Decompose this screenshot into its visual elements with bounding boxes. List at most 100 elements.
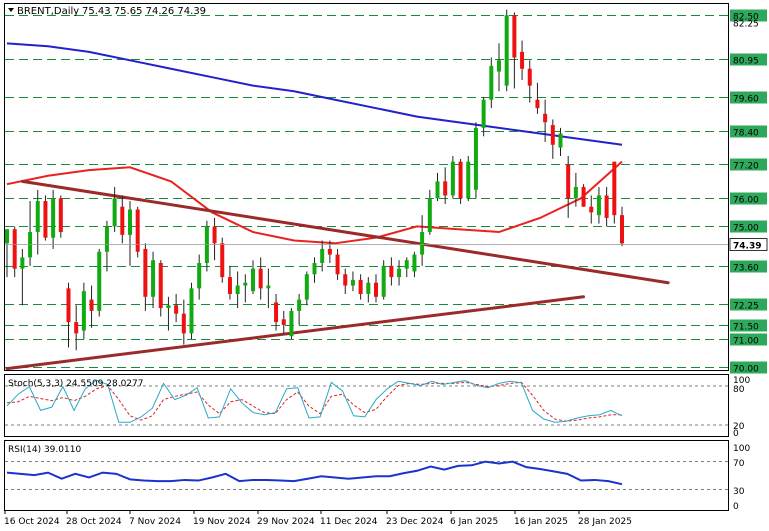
price-axis: 82.50 80.95 79.60 78.40 77.20 76.00 75.00 73.60… bbox=[729, 9, 768, 375]
stoch-label: Stoch(5,3,3) 24.5509 28.0277 bbox=[8, 379, 143, 389]
stoch-panel-frame bbox=[4, 374, 729, 437]
candle-body bbox=[343, 274, 348, 286]
candle-body bbox=[274, 302, 279, 323]
candlestick-series bbox=[5, 9, 624, 351]
time-axis-label: 28 Oct 2024 bbox=[66, 517, 122, 527]
bearish-candle bbox=[227, 265, 232, 300]
chart-header: BRENT,Daily 75.43 75.65 74.26 74.39 bbox=[8, 6, 206, 17]
candle-body bbox=[181, 313, 186, 334]
candle-body bbox=[135, 209, 140, 252]
candle-body bbox=[404, 260, 409, 269]
candle-body bbox=[604, 195, 609, 218]
candle-body bbox=[550, 125, 555, 145]
time-axis-label: 16 Jan 2025 bbox=[514, 517, 568, 527]
time-axis-label: 6 Jan 2025 bbox=[450, 517, 498, 527]
bullish-candle bbox=[573, 172, 578, 207]
candle-body bbox=[443, 181, 448, 196]
candle-body bbox=[535, 99, 540, 109]
bullish-candle bbox=[381, 260, 386, 300]
candle-body bbox=[74, 322, 79, 334]
bullish-candle bbox=[151, 251, 156, 309]
stochastic-panel: Stoch(5,3,3) 24.5509 28.0277 100 80 20 0 bbox=[4, 374, 750, 439]
candle-body bbox=[458, 161, 463, 199]
bearish-candle bbox=[281, 310, 286, 334]
bearish-candle bbox=[604, 187, 609, 227]
bearish-candle bbox=[12, 226, 17, 278]
rsi-label: RSI(14) 39.0110 bbox=[8, 445, 81, 455]
bullish-candle bbox=[404, 257, 409, 278]
time-axis-label: 28 Jan 2025 bbox=[578, 517, 632, 527]
bearish-candle bbox=[343, 268, 348, 294]
price-level-label: 75.00 bbox=[733, 224, 759, 234]
candle-body bbox=[573, 187, 578, 199]
current-price-tag bbox=[729, 238, 768, 251]
bearish-candle bbox=[520, 40, 525, 81]
trendlines bbox=[5, 179, 670, 371]
bullish-candle bbox=[412, 251, 417, 278]
candle-body bbox=[589, 206, 594, 213]
bullish-candle bbox=[397, 260, 402, 286]
bearish-candle bbox=[58, 195, 63, 238]
bearish-candle bbox=[74, 305, 79, 351]
price-level-label: 71.50 bbox=[733, 323, 759, 333]
bearish-candle bbox=[66, 282, 71, 348]
candle-body bbox=[174, 305, 179, 314]
bullish-candle bbox=[450, 156, 455, 199]
price-level-tag bbox=[730, 298, 767, 311]
dropdown-triangle-icon[interactable] bbox=[8, 8, 14, 12]
candle-body bbox=[235, 285, 240, 294]
time-axis-label: 19 Nov 2024 bbox=[193, 517, 251, 527]
candle-body bbox=[58, 198, 63, 233]
bearish-candle bbox=[566, 156, 571, 218]
rsi-axis-70: 70 bbox=[733, 459, 745, 469]
candle-body bbox=[581, 187, 586, 207]
bearish-candle bbox=[89, 285, 94, 328]
bullish-candle bbox=[366, 277, 371, 303]
bullish-candle bbox=[420, 215, 425, 266]
candle-body bbox=[489, 65, 494, 100]
candle-body bbox=[20, 257, 25, 269]
bullish-candle bbox=[596, 187, 601, 224]
bearish-candle bbox=[335, 248, 340, 280]
candle-body bbox=[143, 248, 148, 297]
candle-body bbox=[412, 254, 417, 272]
candle-body bbox=[366, 282, 371, 294]
time-axis-label: 29 Nov 2024 bbox=[257, 517, 315, 527]
candle-body bbox=[120, 206, 125, 235]
candle-body bbox=[197, 263, 202, 289]
candle-body bbox=[220, 243, 225, 278]
candle-body bbox=[97, 251, 102, 311]
time-axis-label: 23 Dec 2024 bbox=[386, 517, 444, 527]
bearish-candle bbox=[143, 243, 148, 311]
bearish-candle bbox=[543, 99, 548, 142]
candle-body bbox=[281, 319, 286, 325]
candle-body bbox=[266, 285, 271, 289]
bullish-candle bbox=[481, 96, 486, 137]
time-axis-label: 11 Dec 2024 bbox=[320, 517, 378, 527]
bullish-candle bbox=[197, 254, 202, 300]
price-level-tag bbox=[730, 333, 767, 346]
bullish-candle bbox=[320, 240, 325, 272]
candle-body bbox=[151, 260, 156, 297]
candle-body bbox=[381, 265, 386, 297]
candle-body bbox=[473, 127, 478, 190]
candle-body bbox=[397, 268, 402, 278]
candle-body bbox=[189, 288, 194, 334]
candle-body bbox=[227, 277, 232, 294]
candle-body bbox=[427, 198, 432, 233]
bullish-candle bbox=[435, 172, 440, 202]
stoch-axis-80: 80 bbox=[733, 385, 745, 395]
bullish-candle bbox=[81, 282, 86, 340]
candle-body bbox=[12, 229, 17, 269]
bullish-candle bbox=[235, 271, 240, 309]
rsi-axis-0: 0 bbox=[733, 502, 739, 512]
bullish-candle bbox=[35, 189, 40, 255]
bullish-candle bbox=[112, 187, 117, 233]
bullish-candle bbox=[289, 308, 294, 340]
stoch-axis-0: 0 bbox=[733, 429, 739, 439]
price-level-label: 78.40 bbox=[733, 129, 759, 139]
price-level-label: 70.00 bbox=[733, 365, 759, 375]
candle-body bbox=[289, 310, 294, 337]
bearish-candle bbox=[612, 161, 617, 224]
